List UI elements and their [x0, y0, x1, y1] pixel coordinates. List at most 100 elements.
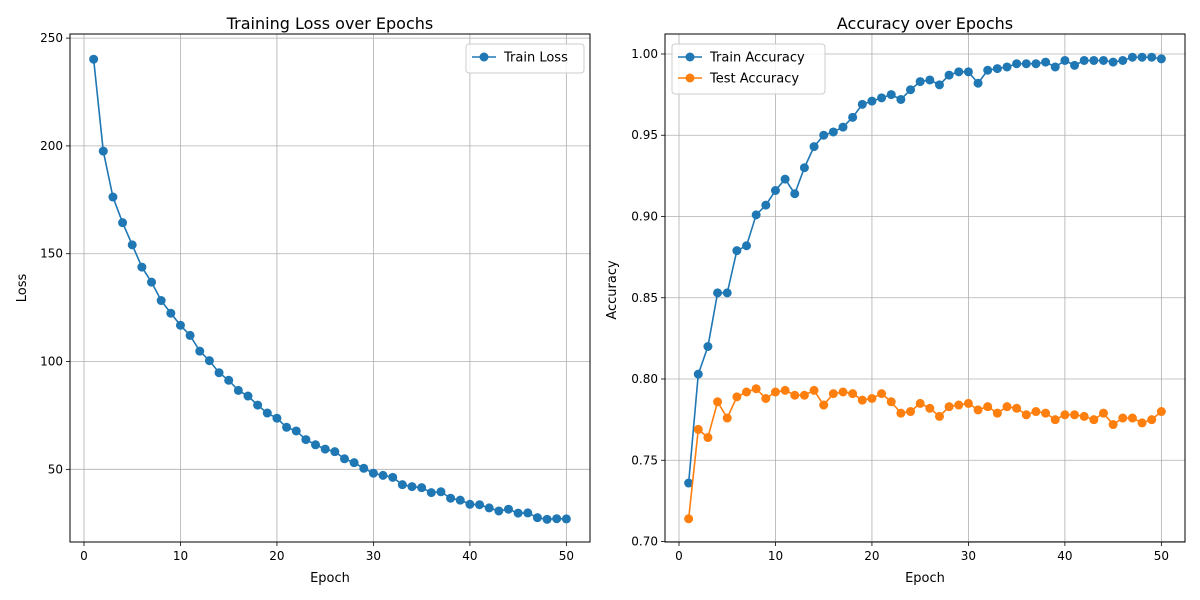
train-loss-point [166, 308, 176, 318]
test-accuracy-point [857, 395, 867, 405]
accuracy-x-tick-label: 40 [1057, 549, 1072, 563]
test-accuracy-point [1021, 410, 1031, 420]
train-accuracy-point [809, 142, 819, 152]
train-accuracy-point [828, 127, 838, 137]
test-accuracy-point [1031, 407, 1041, 417]
train-accuracy-point [896, 94, 906, 104]
train-loss-point [503, 504, 513, 514]
train-accuracy-point [1108, 57, 1118, 67]
train-loss-point [224, 375, 234, 385]
test-accuracy-point [896, 408, 906, 418]
accuracy-x-tick-label: 30 [961, 549, 976, 563]
loss-x-tick-label: 10 [173, 549, 188, 563]
test-accuracy-point [1079, 411, 1089, 421]
train-accuracy-point [886, 90, 896, 100]
train-loss-point [388, 472, 398, 482]
test-accuracy-point [925, 403, 935, 413]
accuracy-y-tick-label: 0.80 [631, 372, 658, 386]
test-accuracy-point [1050, 415, 1060, 425]
test-accuracy-point [742, 387, 752, 397]
test-accuracy-point [1156, 407, 1166, 417]
accuracy-y-tick-label: 1.00 [631, 47, 658, 61]
loss-legend-box [465, 43, 585, 74]
loss-x-tick-label: 30 [366, 549, 381, 563]
train-accuracy-point [944, 70, 954, 80]
train-accuracy-point [742, 241, 752, 251]
loss-x-tick-label: 40 [462, 549, 477, 563]
test-accuracy-point [877, 389, 887, 399]
train-loss-point [417, 483, 427, 493]
loss-chart: Training Loss over Epochs 0 10 20 30 40 50 50 1… [15, 14, 591, 586]
train-loss-point [455, 495, 465, 505]
train-loss-point [98, 146, 108, 156]
train-loss-point [330, 447, 340, 457]
test-accuracy-point [838, 387, 848, 397]
test-accuracy-legend-marker [685, 73, 695, 83]
loss-grid [70, 34, 590, 542]
test-accuracy-point [693, 424, 703, 434]
train-accuracy-point [848, 112, 858, 122]
train-loss-point [407, 482, 417, 492]
train-loss-point [561, 514, 571, 524]
test-accuracy-point [722, 413, 732, 423]
accuracy-x-tick-label: 10 [768, 549, 783, 563]
loss-x-tick-label: 20 [269, 549, 284, 563]
train-accuracy-point [934, 80, 944, 90]
test-accuracy-point [703, 433, 713, 443]
train-loss-point [282, 422, 292, 432]
train-accuracy-point [713, 288, 723, 298]
test-accuracy-point [992, 408, 1002, 418]
train-accuracy-point [857, 99, 867, 109]
train-loss-point [475, 500, 485, 510]
train-accuracy-point [819, 130, 829, 140]
train-loss-point [484, 503, 494, 513]
train-loss-point [243, 391, 253, 401]
train-loss-point [532, 513, 542, 523]
train-accuracy-point [1098, 55, 1108, 65]
train-loss-point [311, 440, 321, 450]
train-loss-point [339, 454, 349, 464]
train-accuracy-point [732, 246, 742, 256]
train-loss-point [214, 368, 224, 378]
loss-y-tick-label: 100 [40, 355, 63, 369]
test-accuracy-point [809, 385, 819, 395]
test-accuracy-point [684, 514, 694, 524]
loss-ticks: 0 10 20 30 40 50 50 100 150 200 250 [40, 31, 574, 563]
test-accuracy-point [1089, 415, 1099, 425]
train-loss-point [291, 426, 301, 436]
train-accuracy-point [963, 67, 973, 77]
accuracy-chart-title: Accuracy over Epochs [837, 14, 1013, 33]
loss-y-tick-label: 150 [40, 247, 63, 261]
train-accuracy-point [1070, 60, 1080, 70]
train-loss-point [359, 463, 369, 473]
test-accuracy-point [780, 385, 790, 395]
train-accuracy-point [877, 93, 887, 103]
train-accuracy-point [925, 75, 935, 85]
train-loss-point [185, 330, 195, 340]
train-accuracy-point [761, 200, 771, 210]
train-accuracy-legend-label: Train Accuracy [709, 51, 805, 66]
train-loss-point [262, 408, 272, 418]
train-loss-point [253, 400, 263, 410]
loss-y-tick-label: 250 [40, 31, 63, 45]
train-loss-point [523, 508, 533, 518]
train-accuracy-point [1060, 55, 1070, 65]
loss-x-tick-label: 50 [559, 549, 574, 563]
test-accuracy-point [1137, 418, 1147, 428]
test-accuracy-point [732, 392, 742, 402]
accuracy-series [684, 52, 1166, 524]
train-loss-point [137, 262, 147, 272]
train-accuracy-point [780, 174, 790, 184]
test-accuracy-point [790, 390, 800, 400]
train-accuracy-point [799, 163, 809, 173]
train-loss-point [272, 413, 282, 423]
train-loss-point [89, 54, 99, 64]
train-accuracy-point [1002, 62, 1012, 72]
train-accuracy-point [1147, 52, 1157, 62]
loss-legend: Train Loss [465, 43, 585, 74]
accuracy-y-tick-label: 0.90 [631, 209, 658, 223]
train-loss-point [552, 514, 562, 524]
train-accuracy-point [1156, 54, 1166, 64]
test-accuracy-point [1012, 403, 1022, 413]
